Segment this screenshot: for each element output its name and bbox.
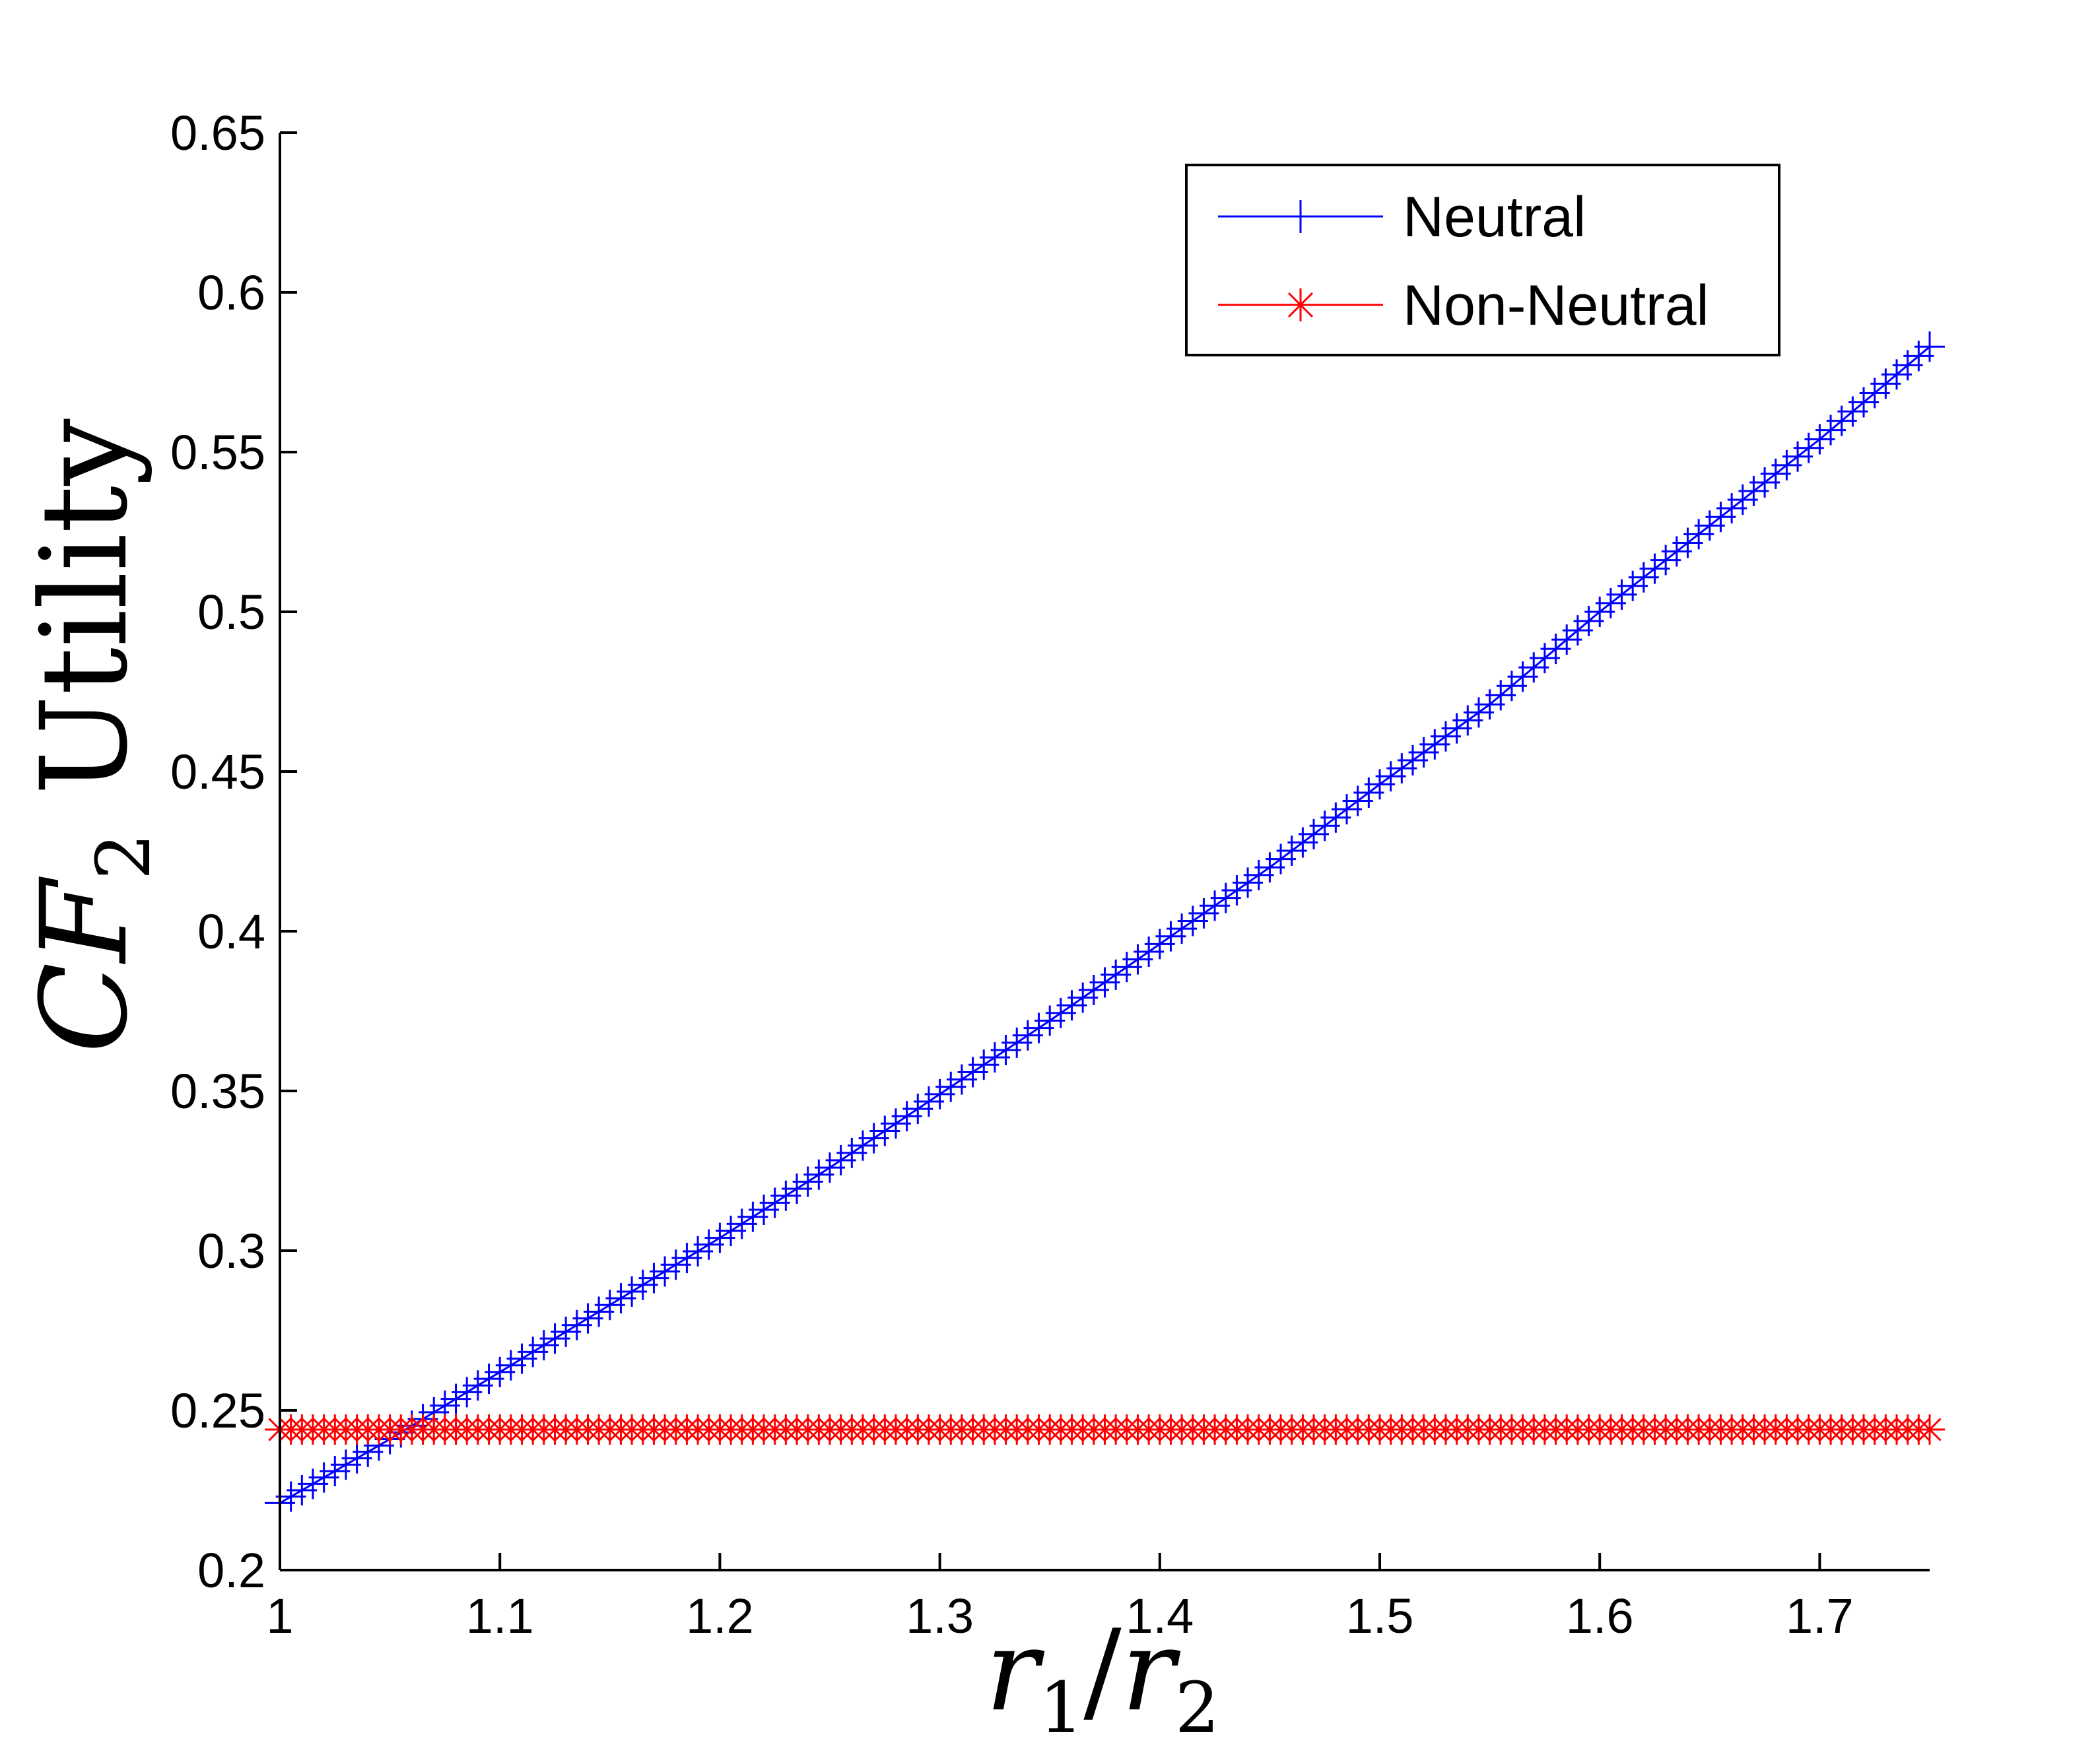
y-axis-title-base: CF xyxy=(16,876,154,1053)
legend: Neutral Non-Neutral xyxy=(1185,164,1780,356)
y-axis-title-subscript: 2 xyxy=(81,833,167,880)
legend-entry-neutral: Neutral xyxy=(1218,185,1586,249)
y-tick-label: 0.3 xyxy=(197,1224,265,1278)
x-axis-title-base2: r xyxy=(1122,1606,1181,1736)
legend-label-neutral: Neutral xyxy=(1403,185,1586,249)
x-axis-title: r1/r2 xyxy=(986,1606,1220,1745)
x-axis-title-sub1: 1 xyxy=(1039,1667,1083,1745)
y-axis: 0.2 0.25 0.3 0.35 0.4 0.45 0.5 0.55 0.6 0.65 xyxy=(170,106,297,1598)
x-axis: 1 1.1 1.2 1.3 1.4 1.5 1.6 1.7 xyxy=(266,1553,1930,1643)
series-non-neutral xyxy=(265,1414,1945,1445)
x-tick-label: 1.1 xyxy=(466,1589,534,1643)
y-tick-label: 0.25 xyxy=(170,1383,265,1438)
series-neutral xyxy=(265,331,1945,1519)
y-tick-label: 0.5 xyxy=(197,585,265,640)
x-axis-title-slash: / xyxy=(1083,1606,1122,1736)
legend-marker-neutral xyxy=(1284,200,1317,233)
data-point xyxy=(1914,1414,1945,1445)
y-tick-label: 0.55 xyxy=(170,425,265,480)
x-tick-label: 1 xyxy=(266,1589,293,1643)
x-tick-label: 1.4 xyxy=(1126,1589,1194,1643)
legend-label-non-neutral: Non-Neutral xyxy=(1403,274,1709,337)
svg-text:CF2 Utility: CF2 Utility xyxy=(16,418,167,1053)
x-axis-title-base: r xyxy=(986,1606,1045,1736)
x-tick-label: 1.7 xyxy=(1786,1589,1854,1643)
x-tick-label: 1.5 xyxy=(1346,1589,1414,1643)
legend-entry-non-neutral: Non-Neutral xyxy=(1218,274,1709,337)
y-axis-title-rest: Utility xyxy=(16,418,154,833)
y-tick-label: 0.6 xyxy=(197,265,265,320)
x-tick-label: 1.6 xyxy=(1566,1589,1634,1643)
y-tick-label: 0.45 xyxy=(170,744,265,799)
y-tick-label: 0.65 xyxy=(170,106,265,160)
y-tick-label: 0.35 xyxy=(170,1064,265,1119)
data-point xyxy=(1914,331,1945,362)
x-tick-label: 1.2 xyxy=(686,1589,754,1643)
legend-marker-non-neutral xyxy=(1284,288,1317,321)
x-tick-label: 1.3 xyxy=(906,1589,974,1643)
y-axis-title: CF2 Utility xyxy=(16,418,167,1053)
legend-box xyxy=(1185,164,1780,356)
y-tick-label: 0.2 xyxy=(197,1543,265,1598)
plot-area xyxy=(265,331,1945,1519)
x-axis-title-sub2: 2 xyxy=(1175,1667,1219,1745)
y-tick-label: 0.4 xyxy=(197,904,265,959)
